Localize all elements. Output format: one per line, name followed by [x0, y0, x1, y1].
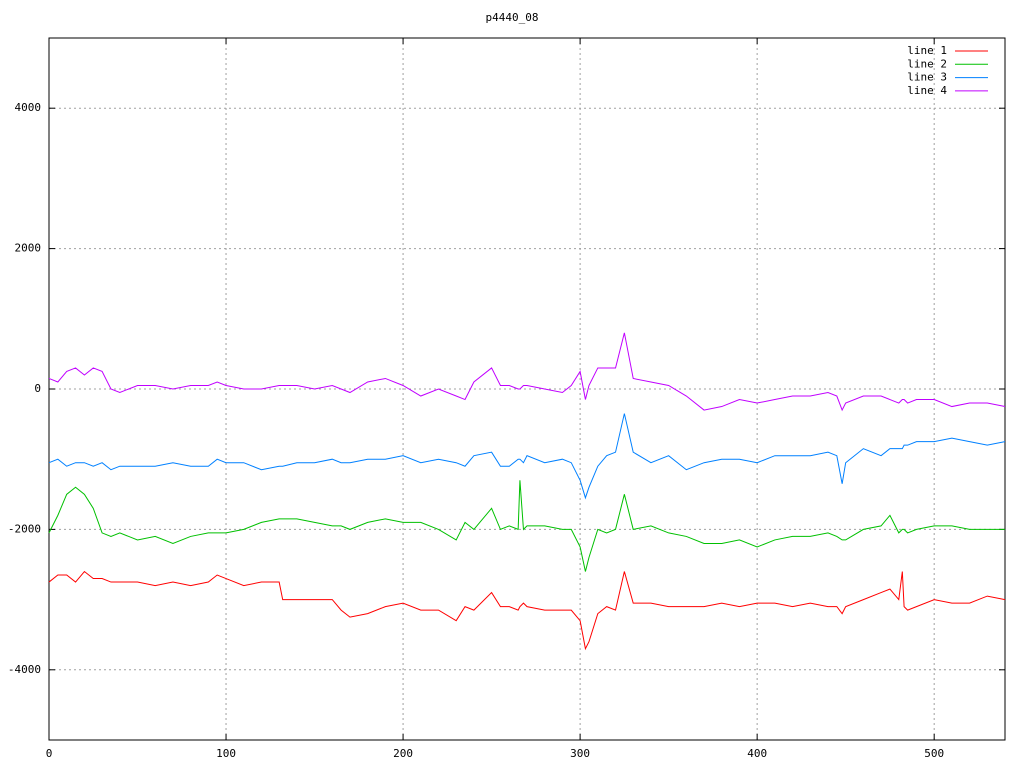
x-tick-label: 200	[393, 747, 413, 760]
y-tick-label: -4000	[8, 663, 41, 676]
legend-label: line 4	[907, 84, 947, 97]
series-line	[48, 570, 1006, 651]
series-line	[48, 413, 1006, 500]
series-line	[48, 332, 1006, 412]
x-tick-label: 0	[46, 747, 53, 760]
legend-label: line 1	[907, 44, 947, 57]
legend-label: line 3	[907, 71, 947, 84]
chart-title: p4440_08	[486, 11, 539, 24]
y-tick-label: 4000	[15, 101, 42, 114]
y-tick-label: 2000	[15, 242, 42, 255]
x-tick-label: 300	[570, 747, 590, 760]
series-line	[48, 480, 1005, 572]
x-tick-label: 500	[924, 747, 944, 760]
x-tick-label: 100	[216, 747, 236, 760]
plot-frame	[48, 37, 1006, 741]
x-tick-label: 400	[747, 747, 767, 760]
legend-label: line 2	[907, 57, 947, 70]
y-tick-label: -2000	[8, 522, 41, 535]
y-tick-label: 0	[34, 382, 41, 395]
